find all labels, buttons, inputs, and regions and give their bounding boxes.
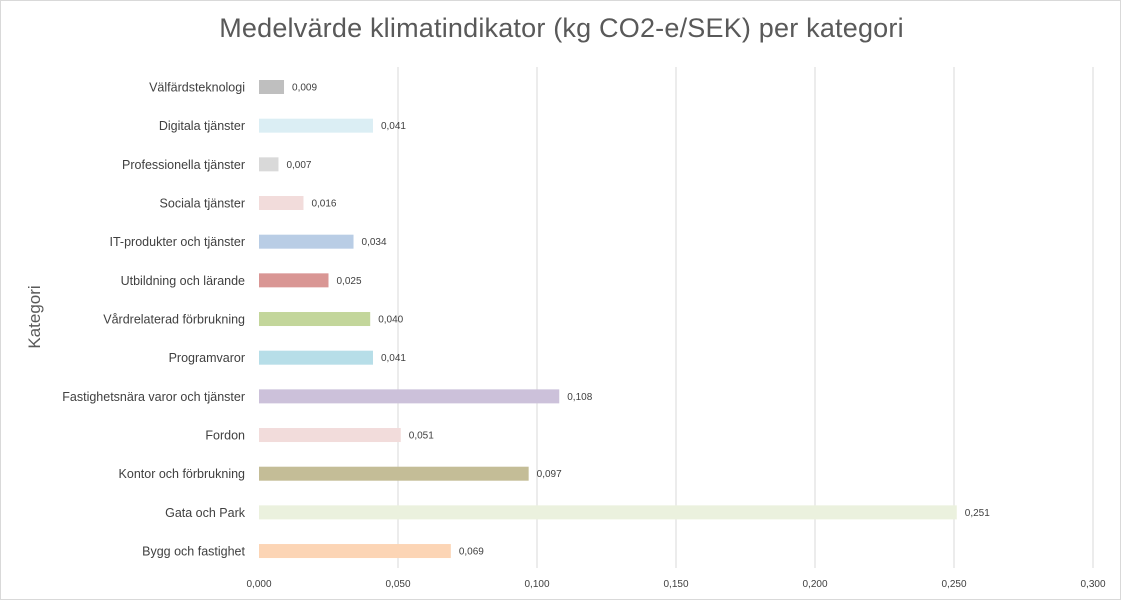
x-tick-label: 0,150 <box>663 579 688 590</box>
bar <box>259 312 371 327</box>
data-label: 0,009 <box>292 83 317 94</box>
labels: 0,000 0,050 0,100 0,150 0,200 0,250 0,300 Välfä… <box>62 81 1106 591</box>
data-label: 0,097 <box>537 469 562 480</box>
category-label: Fordon <box>205 429 245 443</box>
bar <box>259 428 401 443</box>
category-label: Professionella tjänster <box>122 158 245 172</box>
bar <box>259 157 279 172</box>
x-tick-label: 0,300 <box>1080 579 1105 590</box>
data-label: 0,007 <box>286 160 311 171</box>
bar <box>259 466 529 481</box>
data-label: 0,251 <box>965 508 990 519</box>
category-label: Vårdrelaterad förbrukning <box>103 313 245 327</box>
x-tick-label: 0,100 <box>524 579 549 590</box>
x-tick-label: 0,000 <box>246 579 271 590</box>
category-label: Programvaror <box>169 351 245 365</box>
chart-title: Medelvärde klimatindikator (kg CO2-e/SEK… <box>219 13 904 43</box>
x-tick-label: 0,050 <box>385 579 410 590</box>
category-label: Fastighetsnära varor och tjänster <box>62 390 245 404</box>
bar <box>259 505 957 520</box>
bar <box>259 234 354 249</box>
category-label: Gata och Park <box>165 506 246 520</box>
bar <box>259 389 560 404</box>
category-label: Kontor och förbrukning <box>119 467 246 481</box>
data-label: 0,041 <box>381 353 406 364</box>
data-label: 0,041 <box>381 121 406 132</box>
x-tick-label: 0,250 <box>941 579 966 590</box>
category-label: Utbildning och lärande <box>121 274 245 288</box>
category-label: Digitala tjänster <box>159 119 245 133</box>
bar <box>259 544 451 559</box>
data-label: 0,040 <box>378 315 403 326</box>
bar <box>259 196 304 211</box>
bar <box>259 350 373 365</box>
data-label: 0,016 <box>311 199 336 210</box>
data-label: 0,034 <box>362 237 387 248</box>
data-label: 0,069 <box>459 547 484 558</box>
data-label: 0,025 <box>337 276 362 287</box>
data-label: 0,051 <box>409 431 434 442</box>
x-tick-label: 0,200 <box>802 579 827 590</box>
gridlines <box>397 67 1094 568</box>
category-label: IT-produkter och tjänster <box>110 235 245 249</box>
data-label: 0,108 <box>567 392 592 403</box>
category-label: Sociala tjänster <box>160 197 245 211</box>
category-label: Bygg och fastighet <box>142 545 245 559</box>
bars <box>259 80 957 559</box>
y-axis-title: Kategori <box>25 285 44 348</box>
bar <box>259 118 373 133</box>
bar <box>259 273 329 288</box>
category-label: Välfärdsteknologi <box>149 81 245 95</box>
bar <box>259 80 285 94</box>
